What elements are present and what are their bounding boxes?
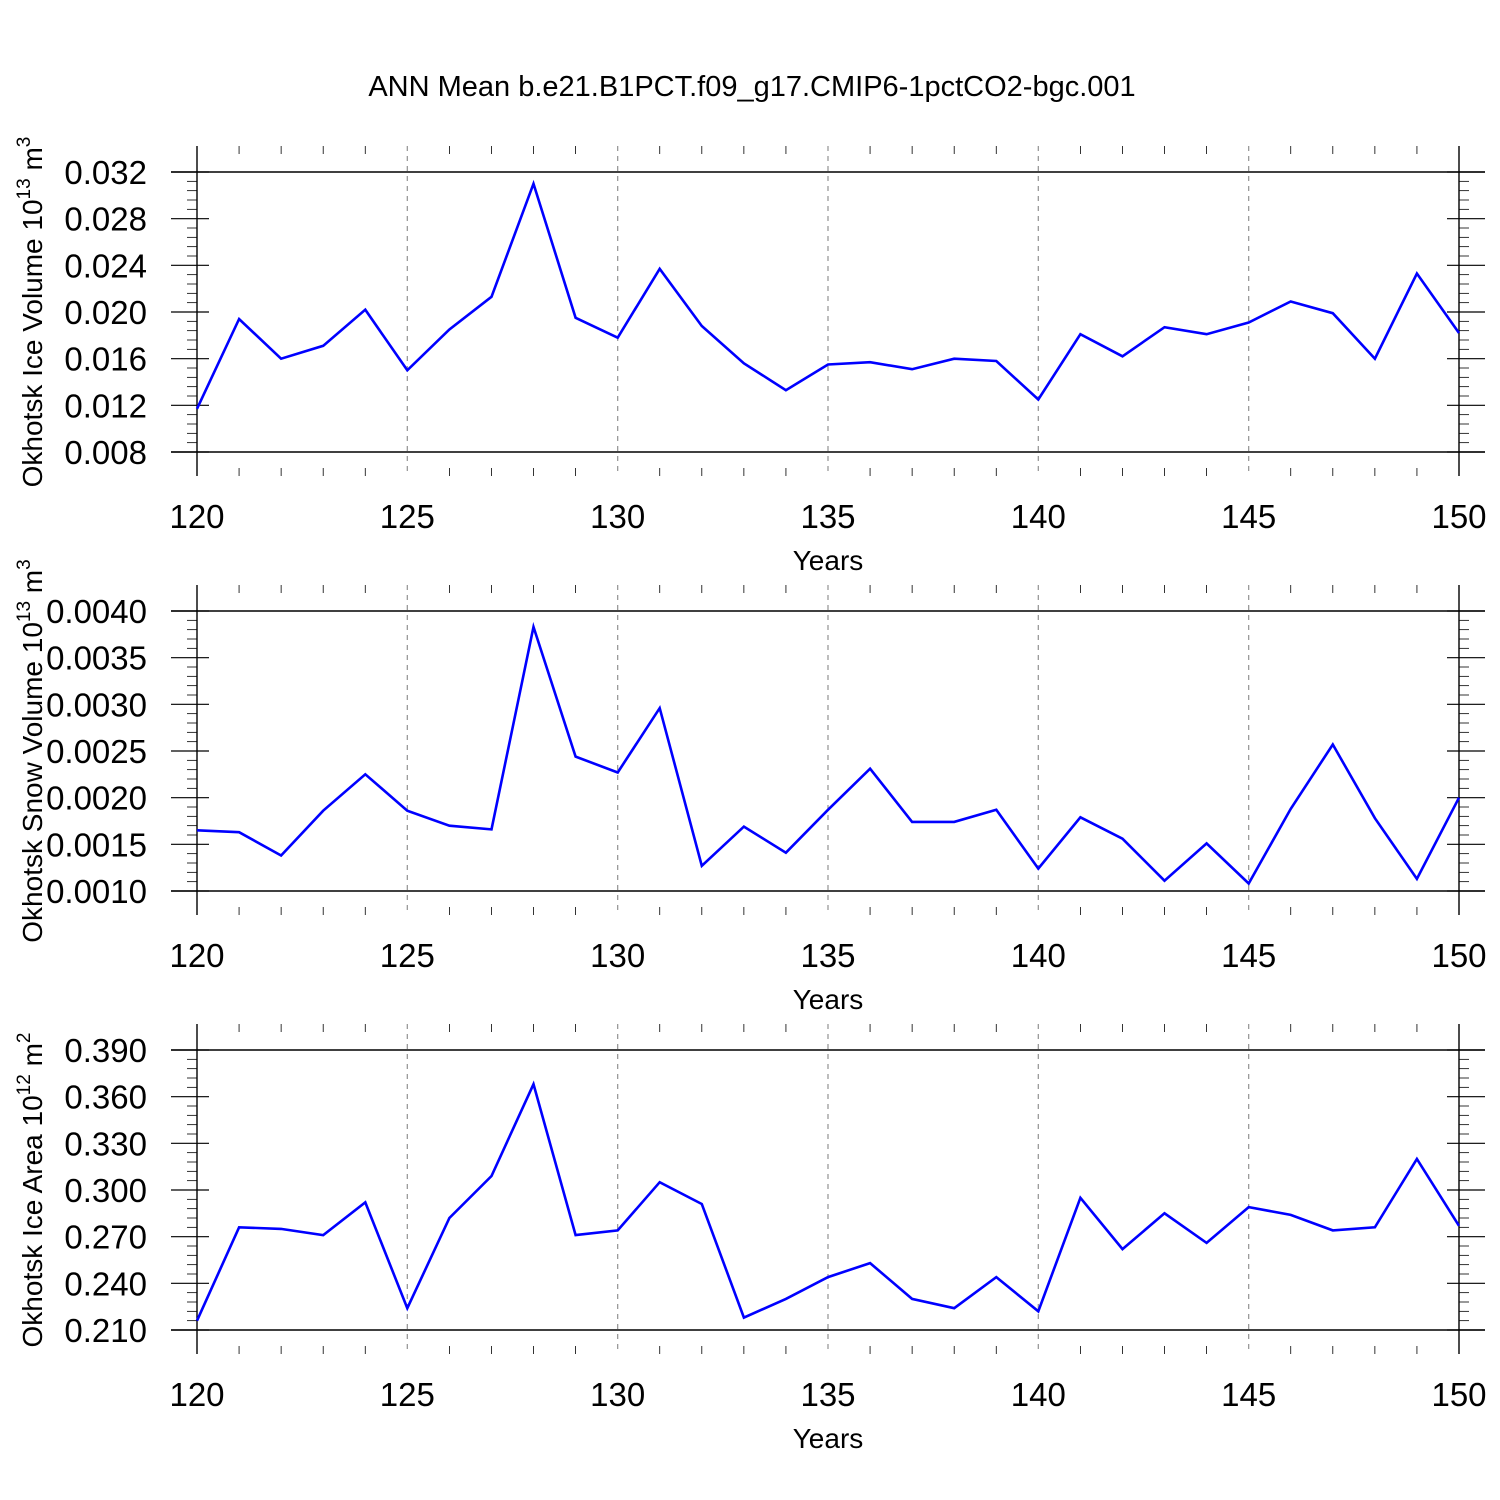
x-tick-label: 150 xyxy=(1431,498,1486,535)
y-tick-label: 0.012 xyxy=(64,387,147,424)
y-tick-label: 0.0020 xyxy=(46,780,147,817)
x-tick-label: 140 xyxy=(1011,1376,1066,1413)
x-tick-label: 125 xyxy=(380,1376,435,1413)
snow-volume-panel: 0.0010 0.0015 0.0020 0.0025 0.0030 0.0035 0.00… xyxy=(14,559,1487,1015)
x-tick-label: 145 xyxy=(1221,498,1276,535)
x-tick-label: 130 xyxy=(590,937,645,974)
y-tick-label: 0.0030 xyxy=(46,686,147,723)
y-tick-label: 0.300 xyxy=(64,1172,147,1209)
x-tick-label: 150 xyxy=(1431,1376,1486,1413)
y-tick-label: 0.032 xyxy=(64,154,147,191)
x-tick-label: 145 xyxy=(1221,937,1276,974)
y-axis-label: Okhotsk Snow Volume 1013 m3 xyxy=(14,559,48,942)
y-tick-label: 0.020 xyxy=(64,294,147,331)
x-tick-label: 145 xyxy=(1221,1376,1276,1413)
y-tick-label: 0.0025 xyxy=(46,733,147,770)
y-tick-label: 0.028 xyxy=(64,201,147,238)
x-tick-label: 135 xyxy=(800,498,855,535)
x-tick-label: 140 xyxy=(1011,937,1066,974)
y-tick-label: 0.024 xyxy=(64,247,147,284)
y-tick-label: 0.330 xyxy=(64,1125,147,1162)
x-tick-label: 120 xyxy=(169,937,224,974)
x-axis-label: Years xyxy=(793,984,864,1015)
y-axis-label: Okhotsk Ice Area 1012 m2 xyxy=(14,1033,48,1348)
y-tick-label: 0.016 xyxy=(64,341,147,378)
x-axis-label: Years xyxy=(793,1423,864,1454)
figure-title: ANN Mean b.e21.B1PCT.f09_g17.CMIP6-1pctC… xyxy=(368,71,1135,103)
x-tick-label: 120 xyxy=(169,1376,224,1413)
ice-area-panel: 0.210 0.240 0.270 0.300 0.330 0.360 0.390 120 12… xyxy=(14,1024,1487,1454)
x-tick-label: 140 xyxy=(1011,498,1066,535)
y-tick-label: 0.390 xyxy=(64,1032,147,1069)
series-line xyxy=(196,621,1461,886)
y-axis-label: Okhotsk Ice Volume 1013 m3 xyxy=(14,137,48,488)
y-tick-label: 0.0010 xyxy=(46,873,147,910)
y-tick-label: 0.0015 xyxy=(46,826,147,863)
series-line xyxy=(195,179,1461,410)
y-tick-label: 0.0040 xyxy=(46,593,147,630)
y-tick-label: 0.270 xyxy=(64,1219,147,1256)
series-line xyxy=(195,1080,1461,1322)
x-tick-label: 120 xyxy=(169,498,224,535)
x-tick-label: 150 xyxy=(1431,937,1486,974)
y-tick-label: 0.0035 xyxy=(46,640,147,677)
x-tick-label: 125 xyxy=(380,498,435,535)
x-tick-label: 125 xyxy=(380,937,435,974)
x-tick-label: 130 xyxy=(590,498,645,535)
x-tick-label: 130 xyxy=(590,1376,645,1413)
ice-volume-panel: 0.008 0.012 0.016 0.020 0.024 0.028 0.032 120 12… xyxy=(14,137,1487,576)
x-axis-label: Years xyxy=(793,545,864,576)
y-tick-label: 0.210 xyxy=(64,1312,147,1349)
y-tick-label: 0.008 xyxy=(64,434,147,471)
x-tick-label: 135 xyxy=(800,1376,855,1413)
y-tick-label: 0.240 xyxy=(64,1265,147,1302)
y-tick-label: 0.360 xyxy=(64,1079,147,1116)
x-tick-label: 135 xyxy=(800,937,855,974)
